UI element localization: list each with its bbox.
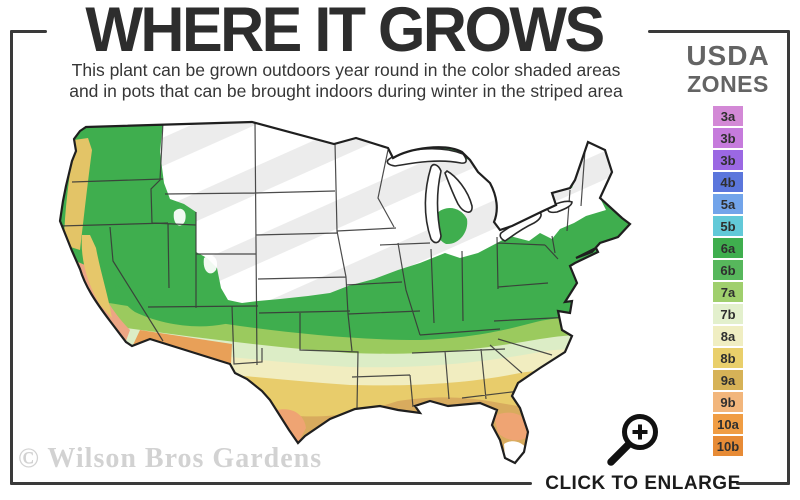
frame-border-bottom-right-segment bbox=[736, 482, 790, 485]
legend-zone-chip-6b: 6b bbox=[713, 260, 743, 280]
lake-huron bbox=[444, 170, 473, 213]
map-mountain-patch bbox=[173, 208, 186, 226]
legend-zone-chip-8b: 8b bbox=[713, 348, 743, 368]
legend-zone-label: 5b bbox=[720, 218, 736, 234]
map-state-borders bbox=[60, 122, 586, 409]
legend-zone-label: 3a bbox=[720, 108, 736, 124]
click-to-enlarge-button[interactable]: CLICK TO ENLARGE bbox=[538, 404, 790, 496]
legend-zone-label: 4b bbox=[720, 174, 736, 190]
page-title: WHERE IT GROWS bbox=[85, 0, 605, 65]
map-zone-arizona-orange bbox=[133, 330, 232, 364]
map-zone-michigan-green bbox=[434, 207, 468, 245]
legend-zone-label: 7b bbox=[720, 306, 736, 322]
legend-zone-label: 6a bbox=[720, 240, 736, 256]
legend-zone-chip-6a: 6a bbox=[713, 238, 743, 258]
legend-zone-label: 8b bbox=[720, 350, 736, 366]
legend-zone-chip-8a: 8a bbox=[713, 326, 743, 346]
magnifier-plus-icon[interactable] bbox=[602, 408, 666, 470]
frame-border-top-right-segment bbox=[648, 30, 790, 33]
legend-zone-chip-9a: 9a bbox=[713, 370, 743, 390]
legend-zone-chip-7b: 7b bbox=[713, 304, 743, 324]
lake-superior bbox=[386, 147, 467, 167]
lake-michigan bbox=[424, 163, 442, 244]
frame-border-top-left-segment bbox=[10, 30, 47, 33]
legend-zone-label: 8a bbox=[720, 328, 736, 344]
subtitle-line-1: This plant can be grown outdoors year ro… bbox=[71, 60, 621, 80]
legend-zone-chip-5b: 5b bbox=[713, 216, 743, 236]
legend-zone-chip-5a: 5a bbox=[713, 194, 743, 214]
frame-border-right bbox=[787, 30, 790, 485]
legend-zone-chip-3b-2: 3b bbox=[713, 150, 743, 170]
map-south-florida-unshaded bbox=[504, 441, 526, 463]
legend-zone-label: 10a bbox=[717, 416, 739, 432]
legend-zone-label: 6b bbox=[720, 262, 736, 278]
legend-zone-chip-3a: 3a bbox=[713, 106, 743, 126]
legend-title-usda: USDA bbox=[686, 40, 770, 71]
legend-zone-chip-7a: 7a bbox=[713, 282, 743, 302]
legend-zone-chip-10b: 10b bbox=[713, 436, 743, 456]
legend-zone-chips: 3a 3b 3b 4b 5a 5b 6a 6b 7a 7b 8a 8b 9a 9… bbox=[664, 106, 792, 456]
lake-ontario bbox=[547, 200, 573, 214]
legend-zone-chip-9b: 9b bbox=[713, 392, 743, 412]
legend-zone-label: 10b bbox=[716, 438, 740, 454]
map-zone-central-florida-salmon bbox=[494, 412, 529, 441]
legend-zone-label: 7a bbox=[720, 284, 736, 300]
legend-zone-chip-4b: 4b bbox=[713, 172, 743, 192]
page-subtitle: This plant can be grown outdoors year ro… bbox=[44, 60, 648, 101]
legend-title: USDA ZONES bbox=[664, 42, 792, 96]
usda-zones-legend: USDA ZONES 3a 3b 3b 4b 5a 5b 6a 6b 7a 7b… bbox=[664, 42, 792, 458]
legend-zone-label: 9b bbox=[720, 394, 736, 410]
map-mountain-patch bbox=[203, 255, 218, 274]
legend-zone-label: 9a bbox=[720, 372, 736, 388]
legend-zone-label: 3b bbox=[720, 130, 736, 146]
great-lakes bbox=[386, 147, 573, 244]
map-zone-california-valley bbox=[81, 235, 112, 318]
legend-zone-label: 3b bbox=[720, 152, 736, 168]
watermark: © Wilson Bros Gardens bbox=[18, 443, 323, 474]
frame-border-bottom-left-segment bbox=[10, 482, 532, 485]
legend-zone-chip-3b: 3b bbox=[713, 128, 743, 148]
legend-title-zones: ZONES bbox=[687, 71, 769, 97]
legend-zone-label: 5a bbox=[720, 196, 736, 212]
legend-zone-chip-10a: 10a bbox=[713, 414, 743, 434]
click-to-enlarge-label[interactable]: CLICK TO ENLARGE bbox=[545, 473, 741, 494]
frame-border-left bbox=[10, 30, 13, 485]
subtitle-line-2: and in pots that can be brought indoors … bbox=[69, 80, 623, 101]
